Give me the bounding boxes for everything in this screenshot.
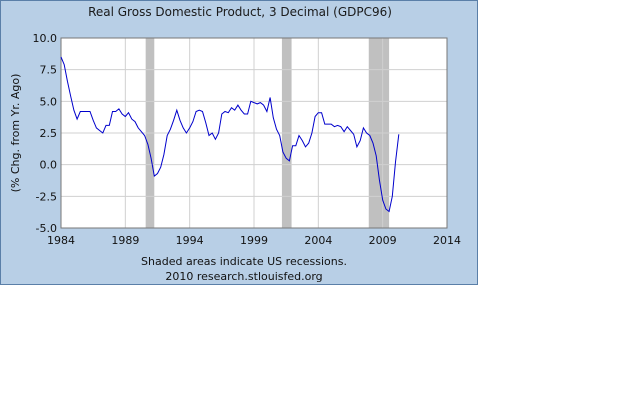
gdp-series-line-0: [60, 56, 400, 213]
chart-frame: Real Gross Domestic Product, 3 Decimal (…: [0, 0, 478, 285]
y-tick-label-0: 10.0: [33, 32, 58, 45]
y-axis-label: (% Chg. from Yr. Ago): [9, 74, 22, 193]
chart-title: Real Gross Domestic Product, 3 Decimal (…: [88, 5, 392, 19]
y-tick-label-6: -5.0: [36, 222, 57, 235]
y-tick-label-3: 2.5: [40, 127, 58, 140]
x-tick-label-0: 1984: [47, 234, 75, 247]
y-tick-label-5: -2.5: [36, 190, 57, 203]
x-tick-label-2: 1994: [176, 234, 204, 247]
plot-border: [60, 37, 448, 229]
x-tick-label-1: 1989: [111, 234, 139, 247]
x-tick-label-4: 2004: [304, 234, 332, 247]
source-footnote: 2010 research.stlouisfed.org: [165, 270, 322, 283]
gdp-chart: Real Gross Domestic Product, 3 Decimal (…: [9, 5, 461, 283]
recession-footnote: Shaded areas indicate US recessions.: [141, 255, 347, 268]
y-tick-label-4: 0.0: [40, 159, 58, 172]
x-tick-label-5: 2009: [369, 234, 397, 247]
y-tick-label-2: 5.0: [40, 95, 58, 108]
x-tick-label-6: 2014: [433, 234, 461, 247]
x-tick-label-3: 1999: [240, 234, 268, 247]
y-tick-label-1: 7.5: [40, 64, 58, 77]
